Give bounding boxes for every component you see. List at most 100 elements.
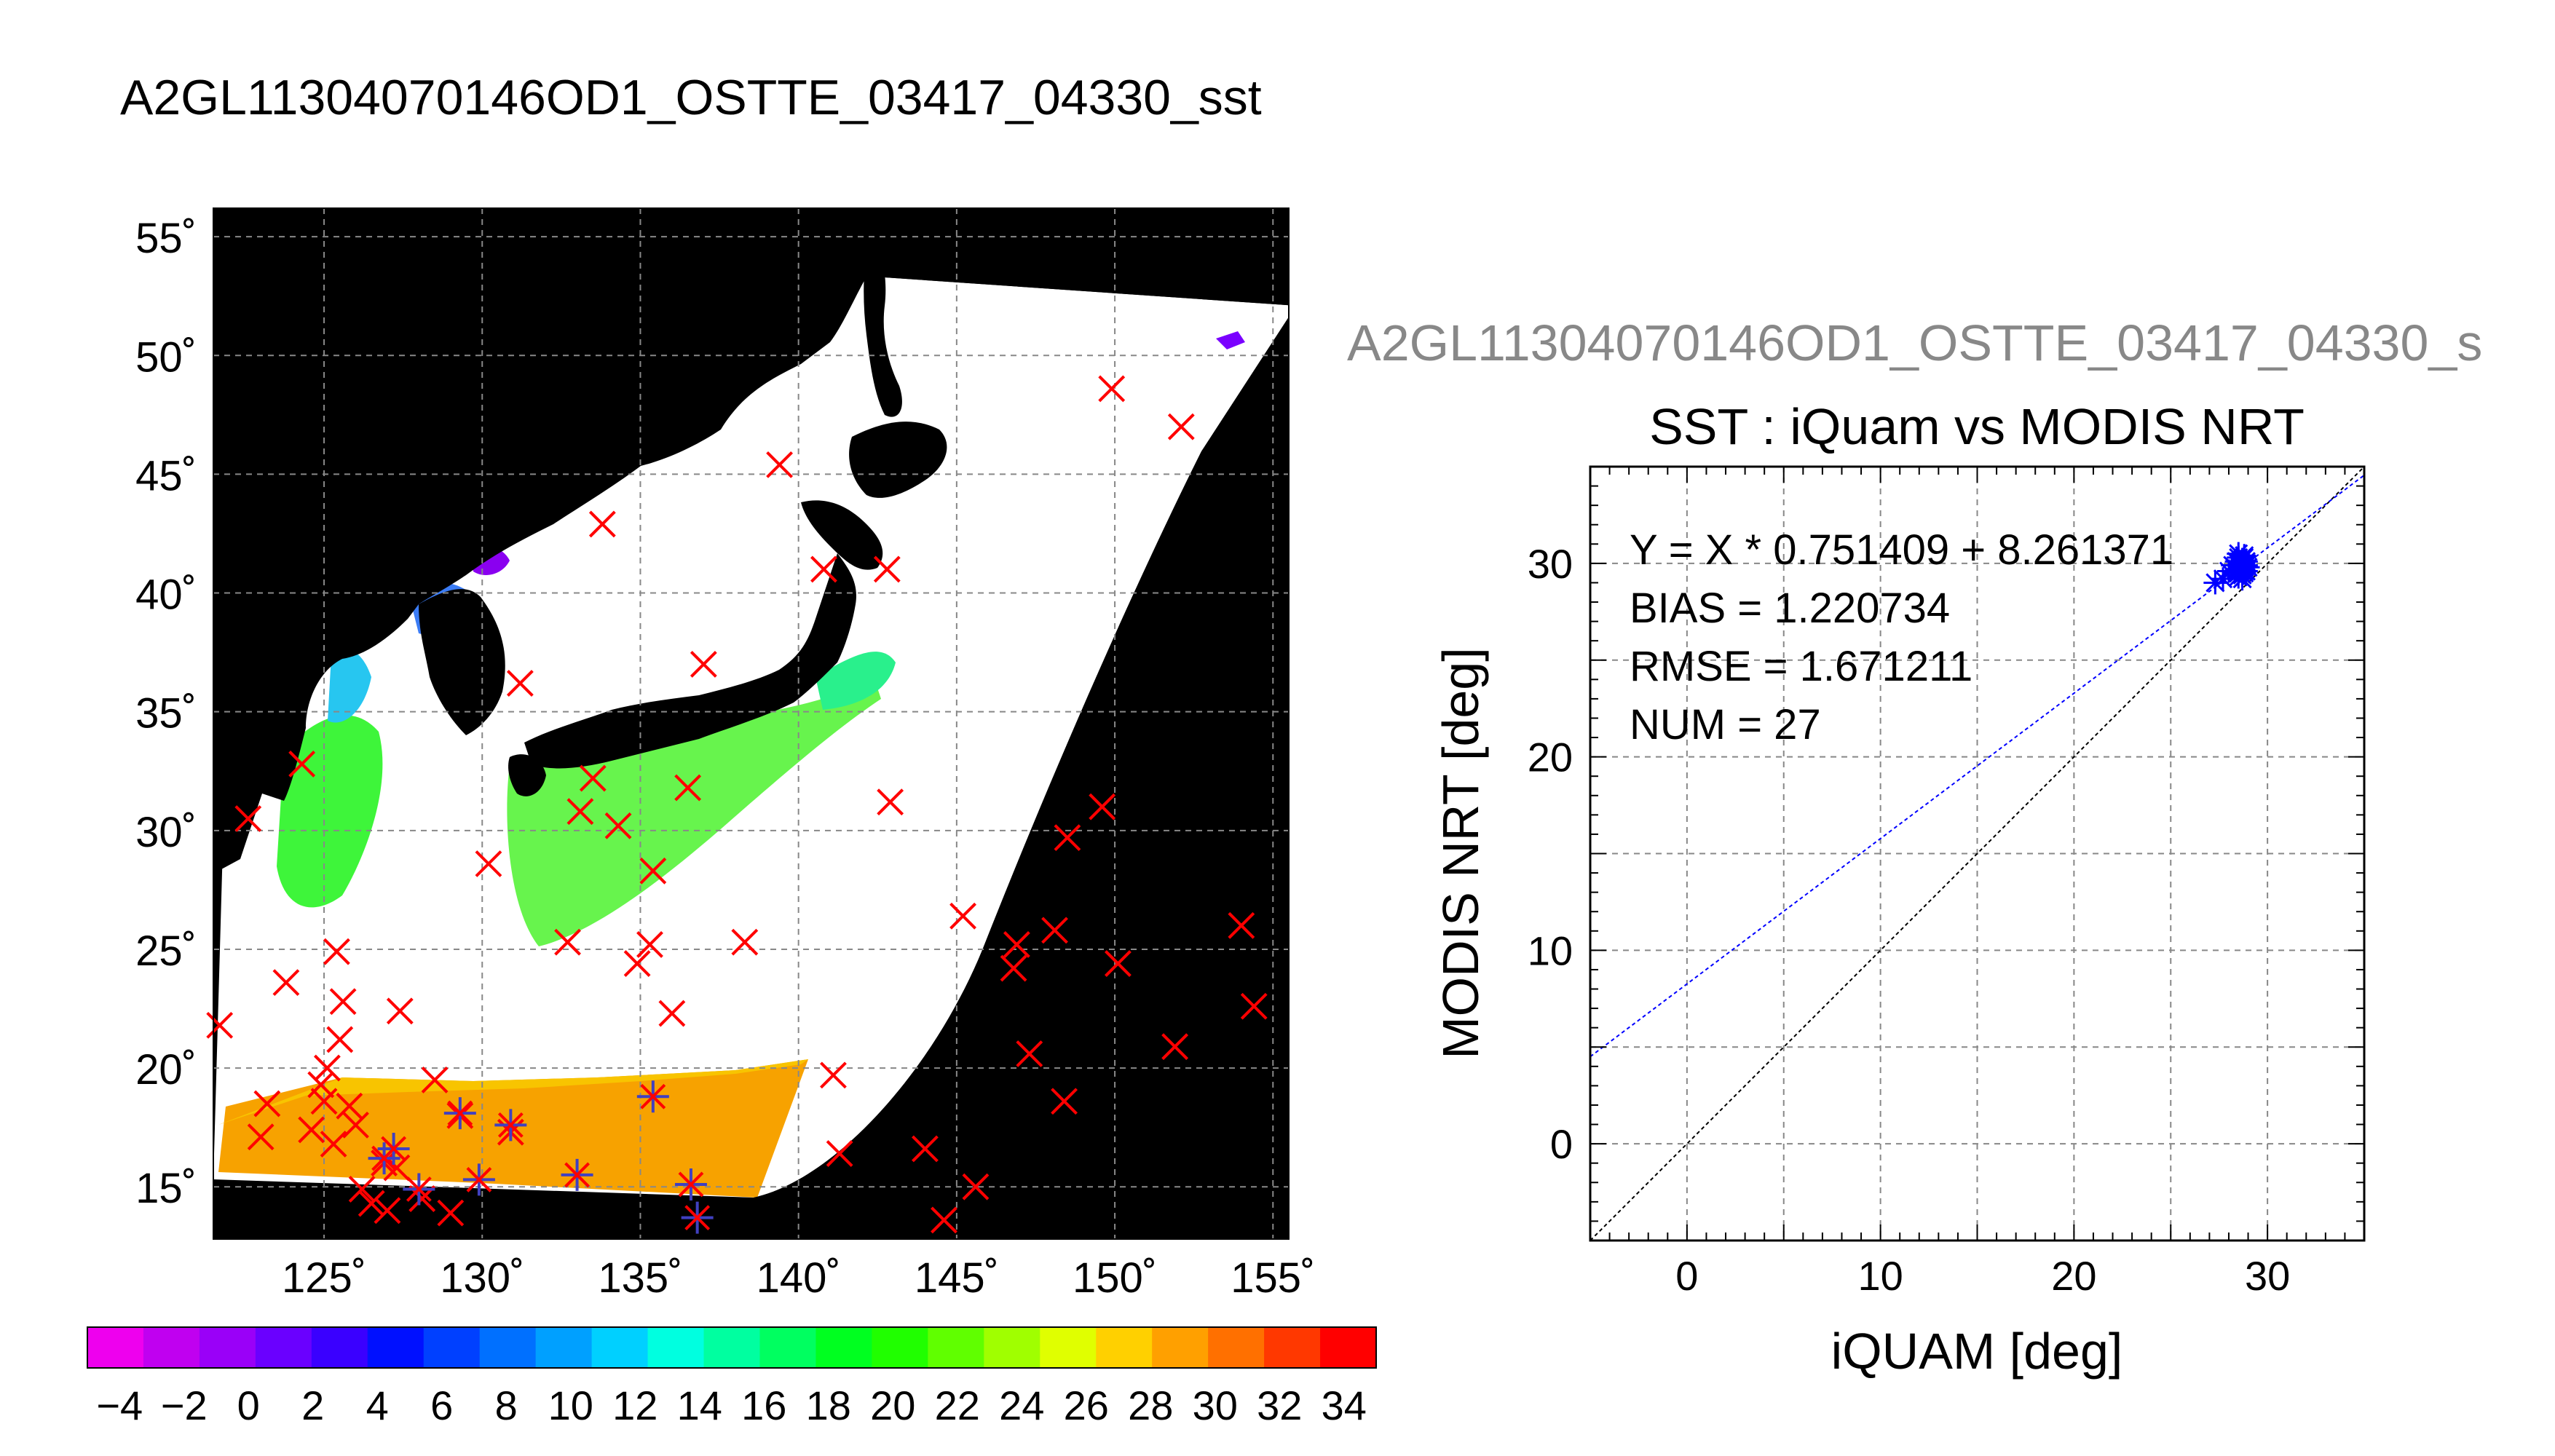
colorbar-tick-label: 22 <box>935 1382 980 1428</box>
obs-x-marker <box>1089 793 1116 820</box>
matched-star-marker <box>494 1109 527 1142</box>
scatter-x-axis-label: iQUAM [deg] <box>1831 1323 2123 1380</box>
map-lat-tick-label: 45˚ <box>135 452 197 499</box>
land-asia <box>213 208 896 874</box>
map-lat-tick-label: 20˚ <box>135 1046 197 1093</box>
colorbar-tick-label: 12 <box>612 1382 657 1428</box>
colorbar-cell <box>1264 1327 1321 1368</box>
obs-x-marker <box>1161 1033 1189 1061</box>
scatter-point <box>2230 555 2254 579</box>
map-lon-tick-label: 145˚ <box>915 1254 999 1302</box>
map-nodata-east <box>754 208 1289 1239</box>
obs-x-marker <box>873 555 901 583</box>
colorbar-cell <box>872 1327 928 1368</box>
colorbar-cell <box>1040 1327 1097 1368</box>
obs-x-marker <box>588 510 616 538</box>
page-title: A2GL11304070146OD1_OSTTE_03417_04330_sst <box>120 70 1262 125</box>
colorbar-cell <box>759 1327 817 1368</box>
colorbar-tick-label: 2 <box>301 1382 324 1428</box>
map-lat-tick-label: 25˚ <box>135 927 197 975</box>
colorbar-cell <box>1096 1327 1153 1368</box>
colorbar-cell <box>647 1327 705 1368</box>
map-lon-tick-label: 150˚ <box>1073 1254 1157 1302</box>
obs-x-marker <box>234 805 262 832</box>
scatter-x-tick-labels: 0 10 20 30 <box>1675 1253 2290 1299</box>
obs-x-marker <box>1240 992 1268 1020</box>
obs-x-marker <box>731 928 759 956</box>
colorbar-tick-label: 18 <box>806 1382 851 1428</box>
colorbar-cell <box>87 1327 144 1368</box>
obs-x-marker <box>826 1140 853 1167</box>
scatter-y-tick-label: 20 <box>1528 735 1573 780</box>
matched-star-marker <box>674 1168 707 1200</box>
obs-x-marker <box>358 1190 385 1217</box>
colorbar-cell <box>423 1327 481 1368</box>
colorbar-tick-label: 28 <box>1128 1382 1173 1428</box>
scatter-tick-marks <box>1590 466 2365 1241</box>
obs-x-marker <box>931 1206 957 1234</box>
scatter-x-tick-label: 0 <box>1675 1253 1698 1299</box>
matched-star-marker <box>681 1201 714 1234</box>
map-lon-tick-label: 130˚ <box>440 1254 524 1302</box>
obs-x-marker <box>810 555 837 583</box>
map-lat-labels: 15˚ 20˚ 25˚ 30˚ 35˚ 40˚ 45˚ 50˚ 55˚ <box>135 215 197 1212</box>
obs-x-marker <box>437 1199 465 1227</box>
obs-x-marker <box>674 774 702 802</box>
obs-x-marker <box>348 1176 376 1203</box>
colorbar-tick-label: 20 <box>870 1382 915 1428</box>
obs-x-marker <box>949 902 976 930</box>
obs-x-marker <box>421 1066 449 1093</box>
colorbar-cells <box>87 1327 1377 1368</box>
obs-x-marker <box>320 1131 347 1158</box>
colorbar-cell <box>535 1327 593 1368</box>
colorbar-tick-label: 8 <box>495 1382 518 1428</box>
matched-star-marker <box>403 1173 435 1206</box>
colorbar-cell <box>703 1327 761 1368</box>
map-lat-tick-label: 55˚ <box>135 215 197 262</box>
scatter-annotation: RMSE = 1.671211 <box>1630 643 1972 690</box>
obs-x-marker <box>336 1092 363 1120</box>
sst-green-east-sea <box>816 652 896 710</box>
obs-x-marker <box>623 950 651 977</box>
land-kyushu <box>508 754 546 796</box>
scatter-overtitle: A2GL11304070146OD1_OSTTE_03417_04330_s <box>1347 314 2482 371</box>
obs-x-marker <box>766 451 794 478</box>
obs-x-marker <box>342 1111 369 1139</box>
obs-x-marker <box>506 670 534 697</box>
scatter-x-tick-label: 20 <box>2051 1253 2096 1299</box>
obs-x-marker <box>386 997 414 1025</box>
obs-x-marker <box>329 988 357 1016</box>
colorbar-cell <box>479 1327 537 1368</box>
scatter-x-tick-label: 30 <box>2245 1253 2290 1299</box>
obs-x-marker <box>298 1116 325 1144</box>
obs-x-marker <box>1054 824 1081 852</box>
scatter-x-tick-label: 10 <box>1857 1253 1903 1299</box>
obs-x-marker <box>1016 1040 1043 1067</box>
colorbar-cell <box>984 1327 1040 1368</box>
colorbar-tick-label: 26 <box>1064 1382 1109 1428</box>
obs-x-marker <box>206 1011 234 1039</box>
colorbar-labels: −4 −2 0 2 4 6 8 10 12 14 16 18 20 22 24 26 28 30 32 34 <box>96 1382 1367 1428</box>
colorbar-tick-label: 0 <box>237 1382 260 1428</box>
colorbar-tick-label: −4 <box>96 1382 143 1428</box>
sst-violet-okhotsk <box>1216 331 1245 349</box>
obs-x-marker <box>323 938 350 965</box>
map-lon-tick-label: 125˚ <box>282 1254 366 1302</box>
obs-x-marker <box>313 1054 341 1082</box>
colorbar-tick-label: 14 <box>677 1382 722 1428</box>
obs-x-marker <box>253 1090 281 1117</box>
obs-x-marker <box>690 651 717 678</box>
colorbar-cell <box>1152 1327 1209 1368</box>
colorbar-tick-label: 34 <box>1322 1382 1367 1428</box>
obs-x-marker <box>1098 375 1126 403</box>
colorbar-tick-label: 16 <box>741 1382 786 1428</box>
obs-x-marker <box>566 798 594 826</box>
colorbar: −4 −2 0 2 4 6 8 10 12 14 16 18 20 22 24 26 28 30 32 34 <box>87 1326 1377 1428</box>
obs-x-marker <box>636 931 663 958</box>
identity-line <box>1590 467 2364 1241</box>
obs-x-marker <box>247 1123 275 1151</box>
colorbar-cell <box>591 1327 649 1368</box>
map-lat-tick-label: 30˚ <box>135 809 197 856</box>
colorbar-cell <box>311 1327 368 1368</box>
